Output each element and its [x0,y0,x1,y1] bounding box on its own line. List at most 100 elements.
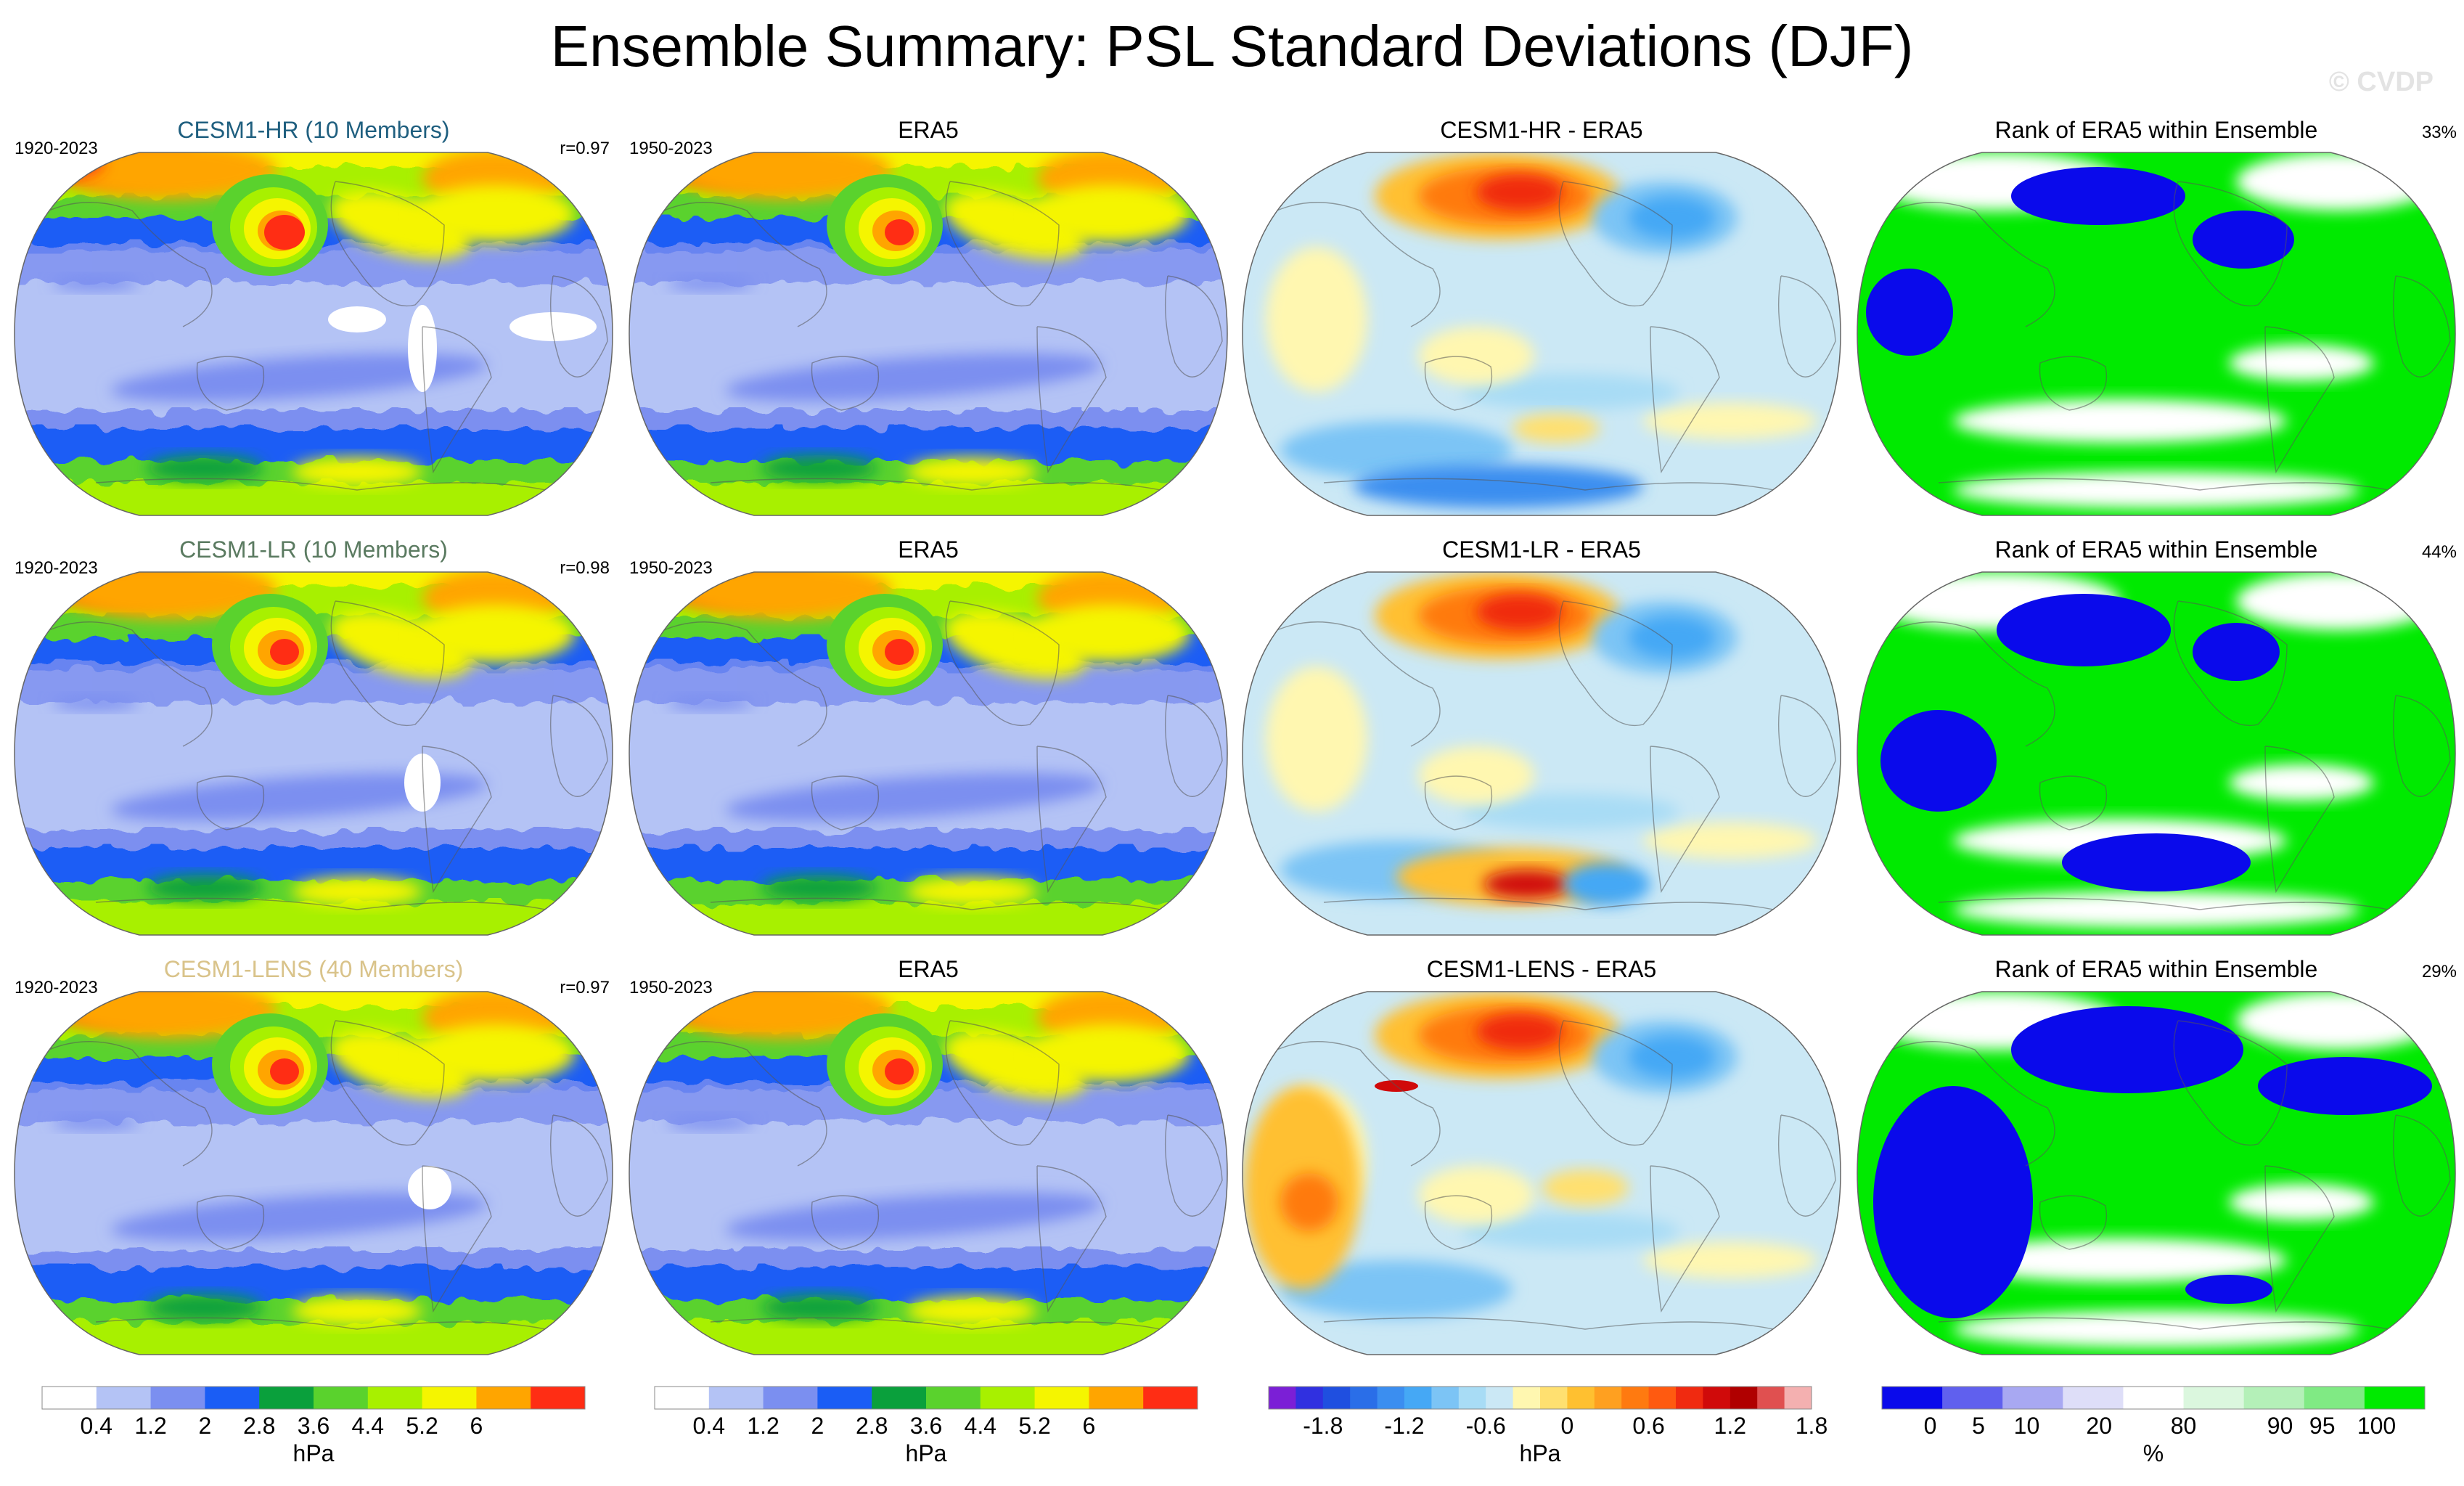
colorbar-3-tick-label: 0 [1561,1413,1574,1439]
map-ensemble-row2 [15,572,613,935]
map-outline-ensemble-row1 [14,152,613,516]
colorbar-4-swatch [2123,1387,2185,1409]
map-diff-row2 [1243,572,1841,935]
colorbar-3-tick-label: -1.2 [1384,1413,1424,1439]
colorbar-1-tick-label: 0.4 [81,1413,112,1439]
colorbar-3-swatch [1431,1387,1460,1409]
panel-title-obs-row2: ERA5 [898,536,959,563]
panel-period-obs-row1: 1950-2023 [629,139,713,158]
colorbar-4-swatch [2183,1387,2245,1409]
map-obs-row2 [629,572,1227,935]
colorbar-3-swatch [1540,1387,1568,1409]
colorbar-4-tick-label: 90 [2267,1413,2293,1439]
colorbar-3-swatch [1513,1387,1541,1409]
colorbar-2-swatch [1143,1387,1198,1409]
colorbar-1-swatch [314,1387,369,1409]
colorbar-3-swatch [1296,1387,1324,1409]
map-diff-row3 [1243,992,1841,1355]
main-title: Ensemble Summary: PSL Standard Deviation… [550,14,1914,78]
colorbar-4-swatch [2243,1387,2305,1409]
panel-period-obs-row2: 1950-2023 [629,558,713,578]
colorbar-1-tick-label: 4.4 [352,1413,384,1439]
colorbar-1-swatch [422,1387,477,1409]
colorbar-1-unit: hPa [293,1440,335,1466]
colorbar-4-tick-label: 5 [1972,1413,1985,1439]
panel-percent-row2: 44% [2422,542,2457,562]
colorbar-1-swatch [42,1387,97,1409]
colorbar-2-swatch [817,1387,872,1409]
colorbar-2-swatch [655,1387,710,1409]
colorbar-3-swatch [1404,1387,1432,1409]
map-outline-obs-row3 [629,991,1228,1355]
map-rank-row2 [1857,572,2455,935]
colorbar-4-swatch [2304,1387,2365,1409]
panel-percent-row3: 29% [2422,962,2457,981]
colorbar-1-swatch [367,1387,423,1409]
colorbar-4-tick-label: 80 [2171,1413,2197,1439]
colorbar-1-swatch [96,1387,152,1409]
map-outline-rank-row1 [1857,152,2456,516]
colorbar-4-tick-label: 10 [2014,1413,2040,1439]
colorbar-1: 0.4 1.2 2 2.8 3.6 4.4 5.2 6 hPa [41,1386,586,1466]
colorbar-2-tick-label: 4.4 [965,1413,996,1439]
map-outline-obs-row1 [629,152,1228,516]
colorbar-3-swatch [1703,1387,1731,1409]
map-ensemble-row1 [15,152,613,515]
map-obs-row1 [629,152,1227,515]
map-ensemble-row3 [15,992,613,1355]
colorbar-2: 0.4 1.2 2 2.8 3.6 4.4 5.2 6 hPa [654,1386,1198,1466]
colorbar-2-tick-label: 3.6 [910,1413,942,1439]
map-outline-ensemble-row3 [14,991,613,1355]
panel-title-rank-row2: Rank of ERA5 within Ensemble [1995,536,2318,563]
map-rank-row3 [1857,992,2455,1355]
panel-title-rank-row1: Rank of ERA5 within Ensemble [1995,117,2318,143]
panel-title-ensemble-row2: CESM1-LR (10 Members) [179,536,448,563]
colorbar-1-tick-label: 1.2 [134,1413,166,1439]
colorbar-2-swatch [926,1387,981,1409]
panel-period-ensemble-row1: 1920-2023 [15,139,98,158]
colorbar-4-swatch [2364,1387,2426,1409]
colorbar-3-swatch [1730,1387,1758,1409]
colorbar-3-swatch [1648,1387,1677,1409]
map-obs-row3 [629,992,1227,1355]
colorbar-2-unit: hPa [906,1440,947,1466]
colorbar-3-unit: hPa [1520,1440,1561,1466]
colorbar-3: -1.8 -1.2 -0.6 0 0.6 1.2 1.8 hPa [1268,1386,1827,1466]
colorbar-3-swatch [1784,1387,1812,1409]
colorbar-1-swatch [259,1387,314,1409]
colorbar-1-tick-label: 2.8 [243,1413,275,1439]
colorbar-2-swatch [1034,1387,1089,1409]
map-outline-rank-row3 [1857,991,2456,1355]
colorbar-3-swatch [1458,1387,1486,1409]
colorbar-4-tick-label: 95 [2309,1413,2336,1439]
panel-period-ensemble-row2: 1920-2023 [15,558,98,578]
panel-title-obs-row1: ERA5 [898,117,959,143]
colorbar-4: 0 5 10 20 80 90 95 100% [1881,1386,2426,1466]
panel-period-ensemble-row3: 1920-2023 [15,978,98,997]
colorbar-1-swatch [150,1387,205,1409]
colorbar-3-swatch [1594,1387,1622,1409]
panel-r-value-row3: r=0.97 [560,978,610,997]
colorbar-2-tick-label: 5.2 [1018,1413,1050,1439]
colorbar-1-swatch [205,1387,260,1409]
colorbar-4-tick-label: 100 [2357,1413,2396,1439]
colorbar-2-tick-label: 6 [1083,1413,1096,1439]
colorbar-3-tick-label: 1.2 [1714,1413,1746,1439]
map-outline-ensemble-row2 [14,571,613,936]
colorbar-3-swatch [1322,1387,1351,1409]
map-diff-row1 [1243,152,1841,515]
panel-period-obs-row3: 1950-2023 [629,978,713,997]
colorbar-1-tick-label: 3.6 [298,1413,330,1439]
colorbar-2-swatch [763,1387,818,1409]
colorbar-3-tick-label: 0.6 [1632,1413,1664,1439]
colorbar-3-tick-label: -1.8 [1303,1413,1343,1439]
colorbar-2-swatch [980,1387,1036,1409]
panel-title-diff-row1: CESM1-HR - ERA5 [1440,117,1642,143]
colorbar-4-swatch [1882,1387,1943,1409]
panel-r-value-row1: r=0.97 [560,139,610,158]
colorbar-1-tick-label: 6 [470,1413,483,1439]
colorbar-2-swatch [708,1387,764,1409]
map-rank-row1 [1857,152,2455,515]
colorbar-4-swatch [2063,1387,2124,1409]
